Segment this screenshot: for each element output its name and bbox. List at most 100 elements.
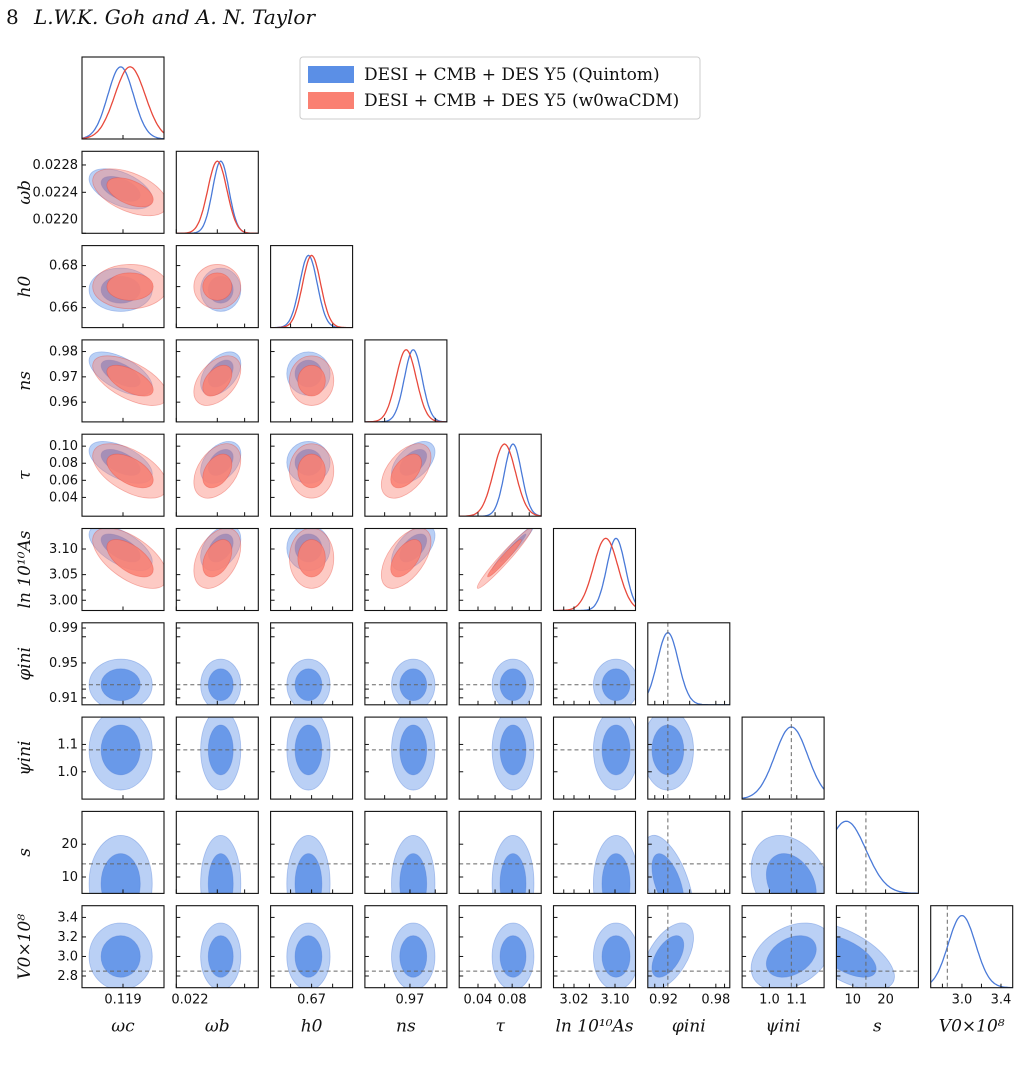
contour-68 bbox=[601, 724, 631, 776]
panel-s-ln10As bbox=[552, 810, 637, 894]
y-tick-label: 10 bbox=[61, 870, 78, 885]
panel-phi_ini-h0 bbox=[270, 622, 354, 706]
panel-phi_ini-tau bbox=[458, 622, 542, 706]
contour-68 bbox=[297, 364, 326, 397]
marginal-curve bbox=[742, 726, 825, 799]
x-axis-title: ns bbox=[396, 1017, 416, 1037]
panel-s-phi_ini bbox=[647, 810, 731, 894]
panel-frame bbox=[552, 810, 637, 894]
contour-68 bbox=[399, 724, 428, 776]
y-tick-label: 0.91 bbox=[49, 691, 78, 706]
y-tick-label: 0.0220 bbox=[33, 213, 79, 228]
contour-68 bbox=[106, 177, 154, 208]
y-tick-label: 0.0228 bbox=[33, 158, 79, 173]
panel-n_s-h0 bbox=[270, 339, 354, 423]
contour-68 bbox=[390, 453, 422, 489]
contour-68 bbox=[106, 272, 154, 301]
x-axis-title: h0 bbox=[301, 1017, 323, 1037]
panel-tau-h0 bbox=[270, 433, 354, 517]
contour-68 bbox=[390, 539, 422, 578]
y-axis-title: h0 bbox=[15, 276, 35, 298]
panel-V0e8-s bbox=[835, 905, 919, 989]
contour-68 bbox=[399, 853, 428, 894]
panel-frame bbox=[647, 905, 731, 989]
panel-V0e8-psi_ini bbox=[741, 905, 825, 989]
x-axis-title: ψini bbox=[766, 1017, 801, 1037]
panel-frame bbox=[270, 245, 354, 329]
x-tick-label: 3.4 bbox=[991, 993, 1012, 1008]
x-tick-label: 1.1 bbox=[786, 993, 807, 1008]
marginal-curve bbox=[176, 160, 259, 234]
y-tick-label: 0.98 bbox=[49, 345, 78, 360]
y-axis-title: V0×10⁸ bbox=[15, 914, 35, 980]
panel-h0-omega_b bbox=[175, 245, 259, 329]
panel-frame bbox=[930, 905, 1014, 989]
contour-68 bbox=[202, 539, 233, 578]
marginal-curve bbox=[459, 443, 542, 517]
panel-psi_ini-tau bbox=[458, 716, 542, 800]
panel-frame bbox=[364, 339, 448, 423]
panel-frame bbox=[364, 622, 448, 706]
contour-68 bbox=[601, 853, 631, 894]
contour-68 bbox=[106, 453, 154, 489]
contour-68 bbox=[202, 453, 233, 489]
panel-frame bbox=[458, 810, 542, 894]
panel-ln10As-omega_c bbox=[81, 527, 165, 612]
y-tick-label: 3.10 bbox=[49, 542, 78, 557]
panel-h0-h0 bbox=[270, 245, 354, 329]
contour-68 bbox=[499, 853, 527, 894]
panel-V0e8-omega_c bbox=[81, 905, 165, 989]
y-tick-label: 0.99 bbox=[49, 621, 78, 636]
page-number: 8 bbox=[6, 5, 19, 29]
marginal-curve bbox=[82, 66, 164, 139]
panel-ln10As-h0 bbox=[270, 527, 354, 612]
panel-n_s-omega_b bbox=[175, 339, 259, 423]
panel-frame bbox=[741, 810, 825, 894]
panel-tau-omega_b bbox=[175, 433, 259, 517]
panel-phi_ini-phi_ini bbox=[647, 622, 731, 706]
y-tick-label: 0.06 bbox=[49, 473, 78, 488]
panel-h0-omega_c bbox=[81, 245, 165, 329]
panel-frame bbox=[835, 905, 919, 989]
x-tick-label: 0.022 bbox=[171, 993, 208, 1008]
contour-68 bbox=[106, 364, 154, 397]
panel-frame bbox=[552, 527, 637, 612]
x-axis-title: ωc bbox=[111, 1017, 135, 1037]
contour-68 bbox=[601, 935, 631, 978]
panel-frame bbox=[364, 527, 448, 612]
y-tick-label: 0.96 bbox=[49, 395, 78, 410]
y-axis-title: ns bbox=[15, 371, 35, 391]
y-tick-label: 3.4 bbox=[57, 910, 78, 925]
legend-label: DESI + CMB + DES Y5 (w0waCDM) bbox=[364, 91, 679, 111]
panel-psi_ini-omega_c bbox=[81, 716, 165, 800]
x-tick-label: 3.02 bbox=[560, 993, 589, 1008]
panel-s-h0 bbox=[270, 810, 354, 894]
panel-V0e8-h0 bbox=[270, 905, 354, 989]
panel-frame bbox=[458, 527, 542, 612]
x-axis-title: s bbox=[873, 1017, 882, 1037]
panel-frame bbox=[458, 905, 542, 989]
page-authors: L.W.K. Goh and A. N. Taylor bbox=[34, 5, 316, 29]
panel-psi_ini-h0 bbox=[270, 716, 354, 800]
panel-frame bbox=[552, 622, 637, 706]
y-axis-title: s bbox=[15, 848, 35, 857]
x-tick-label: 0.04 bbox=[464, 993, 493, 1008]
x-tick-label: 0.119 bbox=[104, 993, 141, 1008]
panel-ln10As-ln10As bbox=[552, 527, 637, 612]
marginal-curve bbox=[836, 820, 919, 894]
panel-frame bbox=[741, 716, 825, 800]
panel-frame bbox=[458, 622, 542, 706]
y-tick-label: 0.0224 bbox=[33, 185, 79, 200]
panel-V0e8-tau bbox=[458, 905, 542, 989]
marginal-curve bbox=[176, 160, 259, 234]
contour-68 bbox=[207, 853, 234, 894]
panel-V0e8-omega_b bbox=[175, 905, 259, 989]
y-tick-label: 0.04 bbox=[49, 490, 78, 505]
x-tick-label: 10 bbox=[845, 993, 862, 1008]
y-axis-title: ln 10¹⁰As bbox=[15, 530, 35, 608]
panel-frame bbox=[175, 150, 259, 234]
y-tick-label: 20 bbox=[61, 837, 78, 852]
panel-s-omega_b bbox=[175, 810, 259, 894]
contour-68 bbox=[297, 453, 326, 489]
panel-phi_ini-omega_b bbox=[175, 622, 259, 706]
